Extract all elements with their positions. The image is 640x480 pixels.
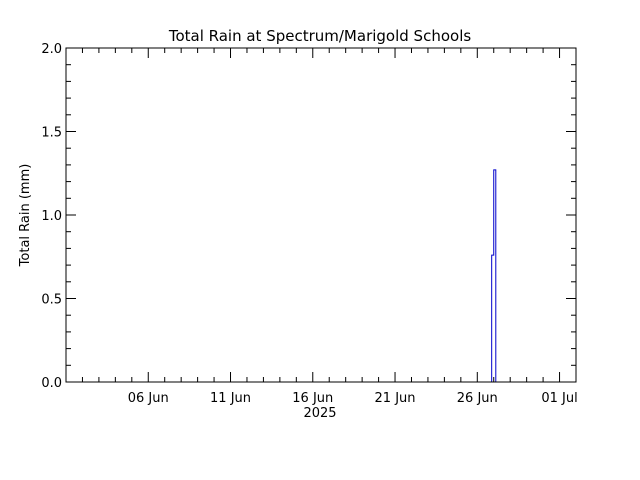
series-layer — [489, 169, 497, 383]
y-tick-label: 0.5 — [41, 293, 62, 308]
chart-title: Total Rain at Spectrum/Marigold Schools — [168, 27, 472, 45]
x-tick-label: 06 Jun — [128, 391, 169, 406]
x-tick-label: 11 Jun — [210, 391, 251, 406]
y-tick-label: 2.0 — [41, 42, 62, 57]
y-tick-label: 1.0 — [41, 209, 62, 224]
y-axis-label: Total Rain (mm) — [18, 164, 33, 268]
x-tick-label: 01 Jul — [541, 391, 577, 406]
rain-series-line — [489, 169, 497, 383]
x-tick-label: 21 Jun — [375, 391, 416, 406]
y-tick-label: 1.5 — [41, 126, 62, 141]
plot-frame — [65, 47, 577, 383]
x-tick-label: 16 Jun — [292, 391, 333, 406]
ticks-layer: 06 Jun 11 Jun 16 Jun 21 Jun 26 Jun 01 Jul 0.0 0… — [41, 42, 577, 406]
y-tick-label: 0.0 — [41, 376, 62, 391]
x-axis-year-label: 2025 — [303, 406, 336, 421]
x-tick-label: 26 Jun — [457, 391, 498, 406]
